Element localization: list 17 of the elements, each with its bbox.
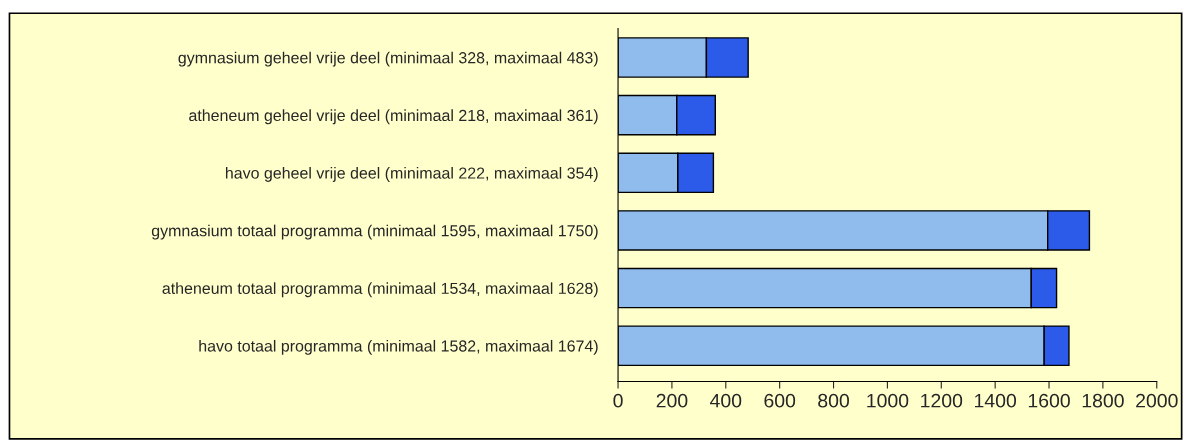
y-tick-label: atheneum totaal programma (minimaal 1534, maximaal 1628) [162,282,598,298]
x-tick-label: 1800 [1082,393,1124,408]
y-tick-label: havo totaal programma (minimaal 1582, maximaal 1674) [199,339,598,355]
x-tick-label: 800 [818,393,849,408]
x-tick-label: 0 [613,393,623,408]
x-tick-label: 1200 [921,393,963,408]
x-tick-label: 600 [764,393,796,408]
x-tick-label: 400 [710,393,742,408]
x-tick-label: 1000 [867,393,909,408]
x-tick-label: 2000 [1136,393,1178,408]
x-tick-label: 1600 [1028,393,1070,408]
x-tick-label: 200 [656,393,688,408]
y-tick-label: gymnasium totaal programma (minimaal 1595, maximaal 1750) [151,224,598,240]
y-tick-label: havo geheel vrije deel (minimaal 222, maximaal 354) [225,167,598,182]
y-tick-label: atheneum geheel vrije deel (minimaal 218, maximaal 361) [189,109,598,125]
y-tick-label: gymnasium geheel vrije deel (minimaal 328, maximaal 483) [178,51,598,67]
x-tick-label: 1400 [975,393,1017,408]
